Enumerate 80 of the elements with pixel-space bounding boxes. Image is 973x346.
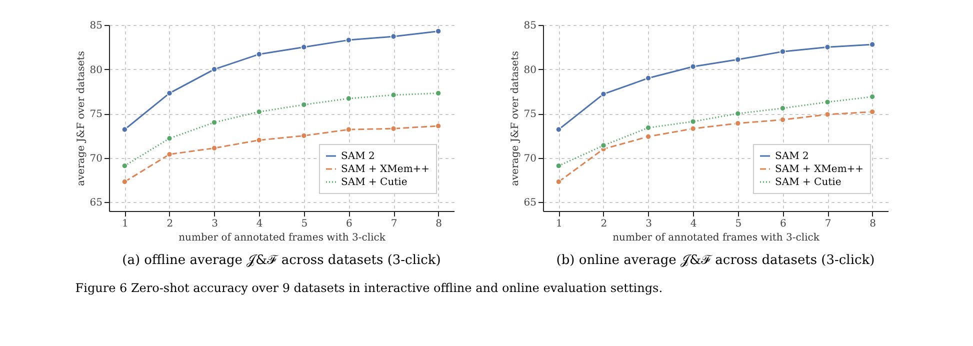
point <box>780 116 786 123</box>
point <box>600 142 607 149</box>
x-tick-label: 5 <box>735 218 742 230</box>
y-tick-label: 75 <box>524 109 536 120</box>
x-tick-label: 2 <box>166 218 174 230</box>
point <box>166 135 173 142</box>
caption: Figure 6 Zero-shot accuracy over 9 datasets in interactive offline and online evaluation settings. <box>75 281 663 295</box>
point <box>211 119 218 126</box>
legend-label: SAM + XMem++ <box>341 164 430 175</box>
x-tick-label: 4 <box>256 218 263 230</box>
x-tick-label: 1 <box>556 218 562 230</box>
point <box>869 41 876 48</box>
point <box>645 133 652 140</box>
point <box>645 124 652 131</box>
point <box>256 51 262 58</box>
point <box>346 95 352 102</box>
point <box>346 36 352 44</box>
x-tick-label: 3 <box>212 218 218 230</box>
point <box>256 137 262 144</box>
point <box>734 56 742 63</box>
point <box>256 108 262 115</box>
point <box>734 110 742 117</box>
point <box>166 151 173 158</box>
text: (a) offline average 𝒥&ℱ across datasets (3-click) <box>122 253 441 268</box>
point <box>122 178 128 185</box>
point <box>780 48 786 55</box>
y-tick-label: 80 <box>524 64 536 76</box>
x-tick-label: 4 <box>690 218 697 230</box>
point <box>300 102 308 108</box>
point <box>390 33 397 40</box>
point <box>300 44 308 50</box>
point <box>690 63 696 70</box>
point <box>556 178 562 185</box>
text: (b) online average 𝒥&ℱ across datasets (3-click) <box>556 253 875 268</box>
point <box>166 90 173 96</box>
legend-label: SAM 2 <box>341 151 375 162</box>
x-tick-label: 7 <box>390 218 398 230</box>
y-tick-label: 85 <box>90 20 102 32</box>
point <box>600 90 607 98</box>
point <box>690 118 696 125</box>
x-tick-label: 5 <box>301 218 308 230</box>
x-tick-label: 3 <box>646 218 652 230</box>
legend-label: SAM 2 <box>775 151 809 162</box>
point <box>690 125 696 132</box>
point <box>645 75 652 82</box>
x-tick-label: 1 <box>122 218 128 230</box>
point <box>390 125 397 132</box>
y-tick-label: 80 <box>90 64 102 76</box>
y-axis-title: average J&F over datasets <box>510 51 521 186</box>
y-tick-label: 70 <box>524 153 536 164</box>
point <box>556 126 562 133</box>
x-tick-label: 6 <box>780 218 786 230</box>
point <box>300 132 308 139</box>
x-tick-label: 7 <box>824 218 832 230</box>
x-tick-label: 6 <box>346 218 352 230</box>
point <box>824 111 831 118</box>
x-tick-label: 8 <box>870 218 876 230</box>
point <box>869 94 876 100</box>
y-tick-label: 65 <box>524 198 536 209</box>
point <box>435 122 442 130</box>
point <box>824 44 831 50</box>
y-tick-label: 70 <box>90 153 102 164</box>
point <box>734 120 742 126</box>
legend-label: SAM + Cutie <box>775 177 842 188</box>
legend-label: SAM + Cutie <box>341 177 408 188</box>
x-tick-label: 2 <box>600 218 608 230</box>
y-axis-title: average J&F over datasets <box>76 51 87 186</box>
y-tick-label: 85 <box>524 20 536 32</box>
point <box>824 98 831 106</box>
point <box>122 126 128 133</box>
point <box>346 126 352 133</box>
y-tick-label: 65 <box>90 198 102 209</box>
point <box>211 144 218 152</box>
y-tick-label: 75 <box>90 109 102 120</box>
x-axis-title: number of annotated frames with 3-click <box>178 232 386 244</box>
legend-label: SAM + XMem++ <box>775 164 864 175</box>
point <box>435 28 442 34</box>
x-axis-title: number of annotated frames with 3-click <box>612 232 820 244</box>
x-tick-label: 8 <box>436 218 442 230</box>
point <box>390 92 397 98</box>
